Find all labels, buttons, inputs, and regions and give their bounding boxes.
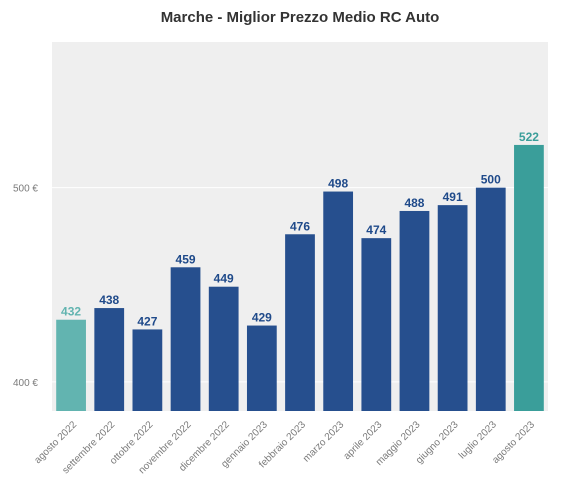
bar <box>437 205 468 411</box>
data-label: 427 <box>137 314 157 328</box>
bar <box>170 267 201 411</box>
bar <box>399 210 430 411</box>
bar <box>94 308 125 411</box>
bar <box>132 329 163 411</box>
data-label: 429 <box>252 311 272 325</box>
data-label: 522 <box>519 130 539 144</box>
bar <box>208 286 239 411</box>
y-axis-ticks: 400 € 500 € <box>13 184 38 389</box>
data-label: 498 <box>328 177 348 191</box>
bar <box>323 191 354 411</box>
chart-title: Marche - Miglior Prezzo Medio RC Auto <box>161 9 440 26</box>
bar <box>285 234 315 411</box>
bar <box>514 144 544 411</box>
y-tick-label: 500 € <box>13 184 38 195</box>
bar <box>475 187 506 411</box>
bars <box>56 144 544 411</box>
data-label: 491 <box>443 190 463 204</box>
y-tick-label: 400 € <box>13 378 38 389</box>
data-label: 449 <box>214 272 234 286</box>
bar <box>56 319 86 411</box>
data-label: 488 <box>404 196 424 210</box>
data-label: 432 <box>61 305 81 319</box>
data-label: 438 <box>99 293 119 307</box>
data-labels: 432 438 427 459 449 429 476 498 474 488 491 500 522 <box>61 130 539 329</box>
data-label: 474 <box>366 223 386 237</box>
bar <box>246 325 277 411</box>
data-label: 476 <box>290 219 310 233</box>
data-label: 459 <box>176 252 196 266</box>
bar <box>361 238 392 411</box>
data-label: 500 <box>481 173 501 187</box>
